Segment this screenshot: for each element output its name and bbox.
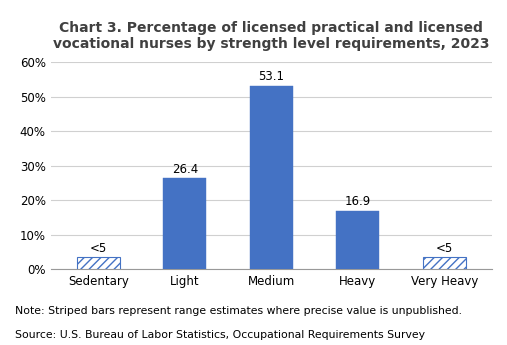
Title: Chart 3. Percentage of licensed practical and licensed
vocational nurses by stre: Chart 3. Percentage of licensed practica… xyxy=(53,21,489,51)
Text: 53.1: 53.1 xyxy=(258,70,284,83)
Text: 16.9: 16.9 xyxy=(345,195,371,208)
Bar xyxy=(423,257,466,269)
Text: Note: Striped bars represent range estimates where precise value is unpublished.: Note: Striped bars represent range estim… xyxy=(15,306,462,316)
Text: Source: U.S. Bureau of Labor Statistics, Occupational Requirements Survey: Source: U.S. Bureau of Labor Statistics,… xyxy=(15,330,425,340)
Text: 26.4: 26.4 xyxy=(172,162,198,176)
Bar xyxy=(163,178,206,269)
Bar xyxy=(336,211,379,269)
Text: <5: <5 xyxy=(90,241,107,255)
Bar xyxy=(249,86,293,269)
Bar xyxy=(77,257,120,269)
Text: <5: <5 xyxy=(436,241,453,255)
